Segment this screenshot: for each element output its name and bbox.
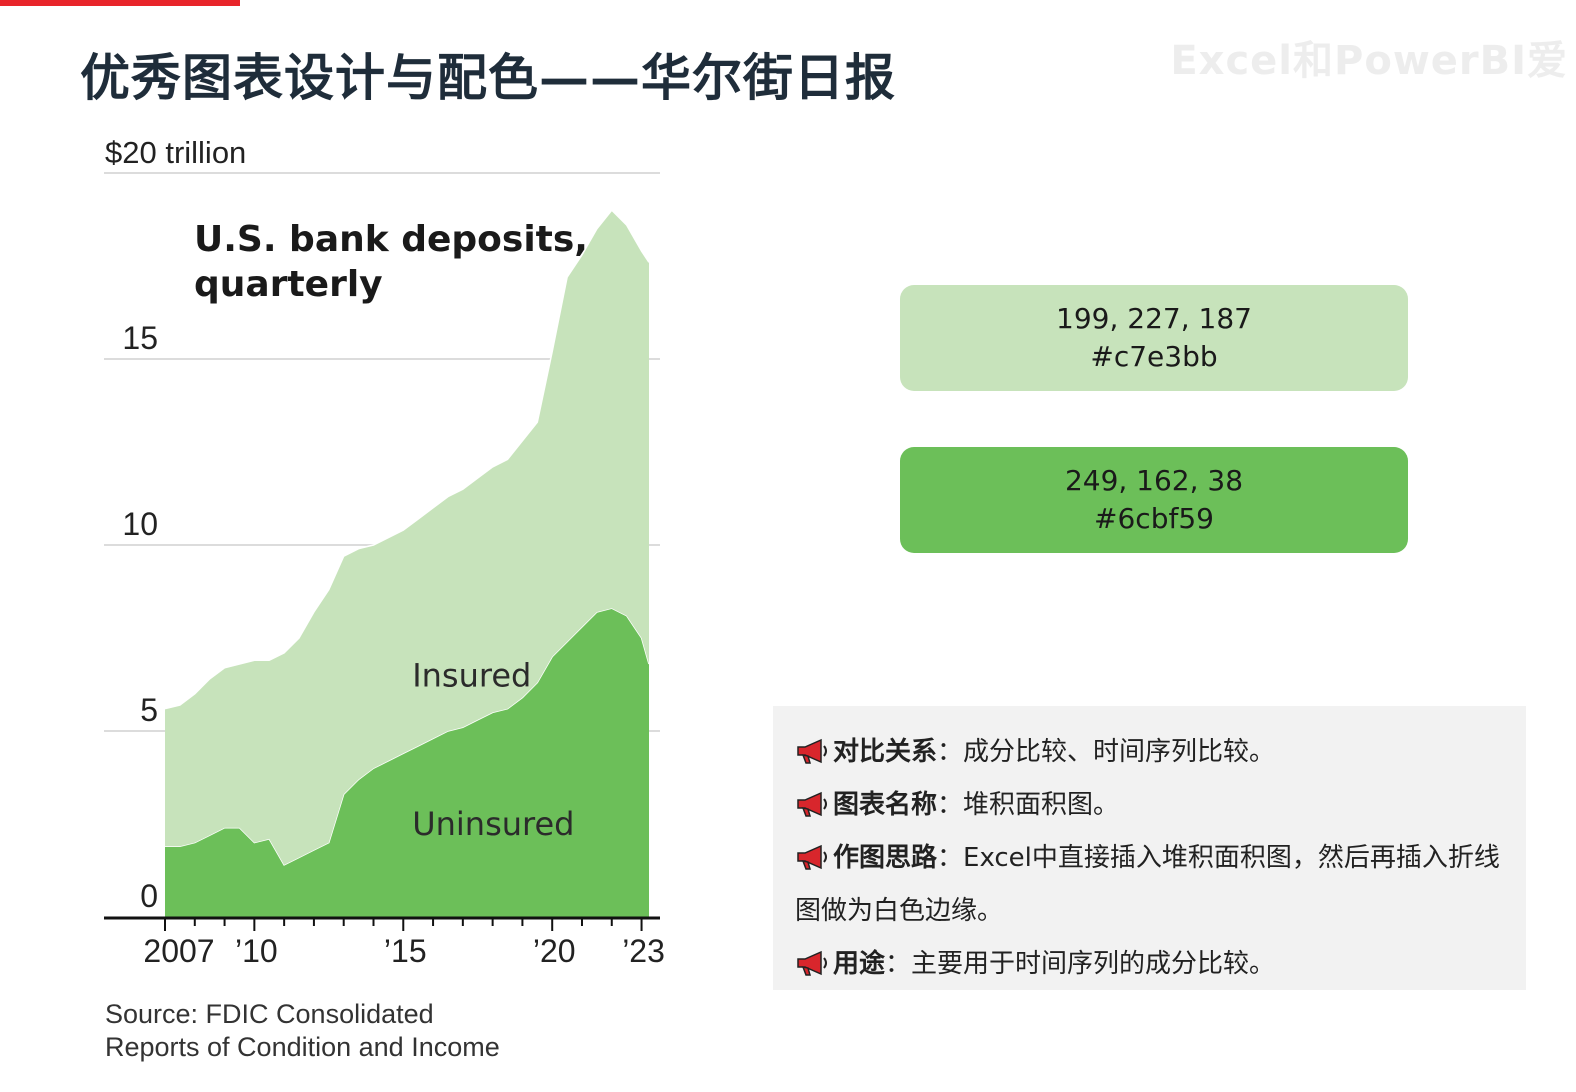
source-line: Reports of Condition and Income: [105, 1032, 500, 1062]
area-uninsured: [165, 608, 649, 917]
y-tick-label: 15: [122, 320, 158, 356]
note-key: 作图思路: [833, 843, 938, 873]
series-annotations: Insured Uninsured: [412, 656, 574, 843]
swatch-hex: #6cbf59: [1094, 502, 1214, 535]
swatch-rgb: 249, 162, 38: [1064, 464, 1244, 497]
watermark-text: Excel和PowerBI爱: [1170, 38, 1568, 84]
area-insured: [165, 210, 649, 865]
note-separator: ：: [937, 790, 964, 820]
series-label: Insured: [412, 656, 531, 694]
chart-title: U.S. bank deposits, quarterly: [194, 219, 588, 305]
swatch-rgb: 199, 227, 187: [1056, 302, 1252, 335]
chart-title-line-2: quarterly: [194, 264, 383, 305]
chart-title-line-1: U.S. bank deposits,: [194, 219, 588, 260]
x-tick-label: ’20: [533, 933, 576, 969]
note-key: 对比关系: [833, 737, 938, 767]
megaphone-icon: [797, 950, 827, 976]
note-item: 对比关系：成分比较、时间序列比较。: [795, 726, 1510, 779]
note-key: 用途: [833, 949, 886, 979]
notes-panel: 对比关系：成分比较、时间序列比较。 图表名称：堆积面积图。 作图思路：Excel…: [773, 706, 1526, 990]
x-tick-label: ’15: [384, 933, 427, 969]
y-tick-label: 5: [140, 692, 158, 728]
megaphone-icon: [797, 844, 827, 870]
stacked-area-chart: $20 trillion U.S. bank deposits, quarter…: [104, 135, 665, 969]
y-tick-label: 10: [122, 506, 158, 542]
chart-source: Source: FDIC Consolidated Reports of Con…: [105, 998, 500, 1064]
x-tick-labels: 2007 ’10 ’15 ’20 ’23: [143, 933, 664, 969]
note-text: 成分比较、时间序列比较。: [963, 737, 1276, 767]
note-text: Excel中直接插入堆积面积图，然后再插入折线图做为白色边缘。: [795, 843, 1500, 926]
swatch-hex: #c7e3bb: [1090, 340, 1218, 373]
area-layer: [164, 209, 650, 917]
note-separator: ：: [937, 843, 964, 873]
x-ticks: [104, 916, 660, 931]
color-swatch-green: 249, 162, 38 #6cbf59: [900, 447, 1408, 553]
x-tick-label: ’10: [235, 933, 278, 969]
y-tick-label: 0: [140, 878, 158, 914]
x-tick-label: 2007: [143, 933, 214, 969]
note-separator: ：: [885, 949, 912, 979]
y-tick-labels: 0 5 10 15: [122, 320, 158, 914]
x-tick-label: ’23: [622, 933, 665, 969]
series-label: Uninsured: [412, 805, 574, 843]
note-text: 主要用于时间序列的成分比较。: [911, 949, 1276, 979]
color-swatch-light-green: 199, 227, 187 #c7e3bb: [900, 285, 1408, 391]
page-title: 优秀图表设计与配色——华尔街日报: [80, 48, 896, 107]
note-item: 图表名称：堆积面积图。: [795, 779, 1510, 832]
note-item: 作图思路：Excel中直接插入堆积面积图，然后再插入折线图做为白色边缘。: [795, 832, 1515, 938]
note-text: 堆积面积图。: [963, 790, 1120, 820]
area-edge-insured: [164, 209, 650, 710]
y-axis-top-label: $20 trillion: [105, 135, 246, 170]
source-line: Source: FDIC Consolidated: [105, 999, 434, 1029]
megaphone-icon: [797, 791, 827, 817]
note-separator: ：: [937, 737, 964, 767]
note-key: 图表名称: [833, 790, 938, 820]
megaphone-icon: [797, 738, 827, 764]
note-item: 用途：主要用于时间序列的成分比较。: [795, 938, 1510, 991]
accent-bar: [0, 0, 240, 6]
